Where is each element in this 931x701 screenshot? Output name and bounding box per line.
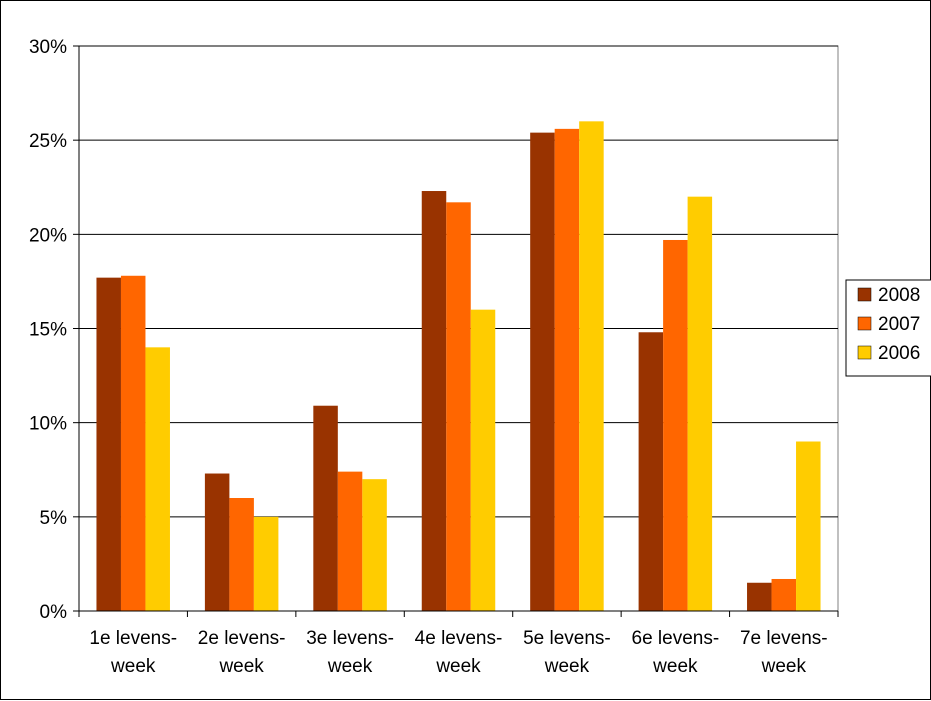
bar-2006-2 bbox=[253, 516, 279, 611]
bar-2006-1 bbox=[145, 347, 170, 611]
y-axis-ticks: 0% 5% 10% 15% 20% 25% 30% bbox=[29, 37, 79, 623]
x-tick-label: week bbox=[110, 656, 156, 677]
y-tick-label: 10% bbox=[29, 414, 67, 435]
bar-2008-6 bbox=[638, 332, 664, 611]
y-tick-label: 0% bbox=[40, 602, 68, 623]
x-tick-label: 3e levens- bbox=[306, 628, 394, 649]
legend-swatch-2007 bbox=[857, 316, 872, 331]
x-tick-label: week bbox=[652, 656, 698, 677]
bar-2007-1 bbox=[120, 275, 146, 611]
bar-2006-5 bbox=[579, 121, 604, 611]
x-tick-label: 4e levens- bbox=[415, 628, 503, 649]
x-tick-label: week bbox=[218, 656, 264, 677]
bar-2007-7 bbox=[771, 578, 797, 611]
legend: 2008 2007 2006 bbox=[845, 279, 931, 377]
x-tick-label: week bbox=[327, 656, 373, 677]
y-tick-label: 5% bbox=[40, 508, 68, 529]
x-axis-ticks: 1e levens-week 2e levens-week 3e levens-we… bbox=[78, 611, 839, 677]
x-tick-label: week bbox=[761, 656, 807, 677]
y-tick-label: 30% bbox=[29, 37, 67, 58]
y-tick-label: 15% bbox=[29, 320, 67, 341]
legend-swatch-2006 bbox=[857, 345, 872, 360]
bar-2006-6 bbox=[687, 196, 713, 611]
bar-2008-2 bbox=[204, 473, 230, 611]
bar-2007-5 bbox=[554, 128, 580, 611]
bar-2006-3 bbox=[362, 479, 387, 611]
bar-2007-6 bbox=[663, 239, 688, 611]
x-tick-label: week bbox=[435, 656, 481, 677]
bar-2008-3 bbox=[313, 405, 338, 611]
bar-2008-4 bbox=[421, 191, 447, 611]
bar-2006-4 bbox=[470, 309, 496, 611]
x-tick-label: 7e levens- bbox=[740, 628, 828, 649]
y-tick-label: 20% bbox=[29, 225, 67, 246]
x-tick-label: 1e levens- bbox=[89, 628, 177, 649]
x-tick-label: 6e levens- bbox=[632, 628, 720, 649]
legend-label-2008: 2008 bbox=[878, 285, 920, 306]
bars bbox=[96, 121, 821, 612]
bar-2007-4 bbox=[446, 202, 471, 612]
legend-swatch-2008 bbox=[857, 287, 872, 302]
bar-2008-7 bbox=[747, 582, 772, 611]
x-tick-label: 5e levens- bbox=[523, 628, 611, 649]
bar-2007-3 bbox=[337, 471, 363, 611]
x-tick-label: 2e levens- bbox=[198, 628, 286, 649]
bar-2008-1 bbox=[96, 277, 121, 611]
legend-label-2007: 2007 bbox=[878, 314, 920, 335]
bar-2007-2 bbox=[229, 498, 254, 611]
bar-2006-7 bbox=[796, 441, 821, 611]
legend-label-2006: 2006 bbox=[878, 343, 920, 364]
x-tick-label: week bbox=[544, 656, 590, 677]
y-tick-label: 25% bbox=[29, 131, 67, 152]
bar-2008-5 bbox=[530, 132, 555, 611]
